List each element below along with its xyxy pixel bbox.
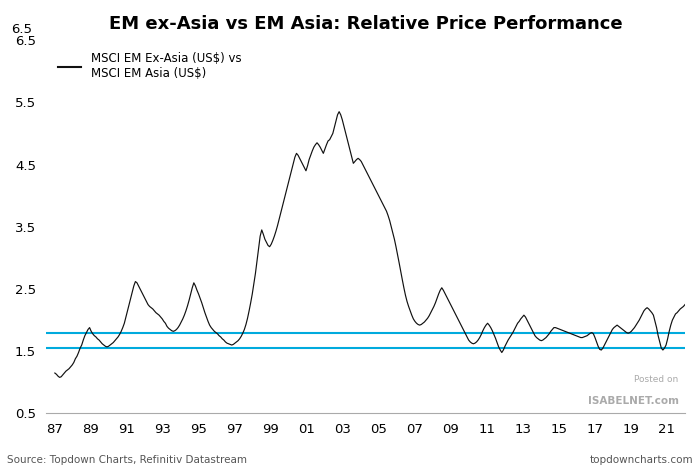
Text: ISABELNET.com: ISABELNET.com [587,396,678,406]
Text: Source: Topdown Charts, Refinitiv Datastream: Source: Topdown Charts, Refinitiv Datast… [7,455,247,465]
Text: topdowncharts.com: topdowncharts.com [589,455,693,465]
Text: Posted on: Posted on [634,375,678,384]
Title: EM ex-Asia vs EM Asia: Relative Price Performance: EM ex-Asia vs EM Asia: Relative Price Pe… [108,15,622,33]
Legend: MSCI EM Ex-Asia (US$) vs
MSCI EM Asia (US$): MSCI EM Ex-Asia (US$) vs MSCI EM Asia (U… [52,46,247,86]
Text: 6.5: 6.5 [10,24,32,36]
